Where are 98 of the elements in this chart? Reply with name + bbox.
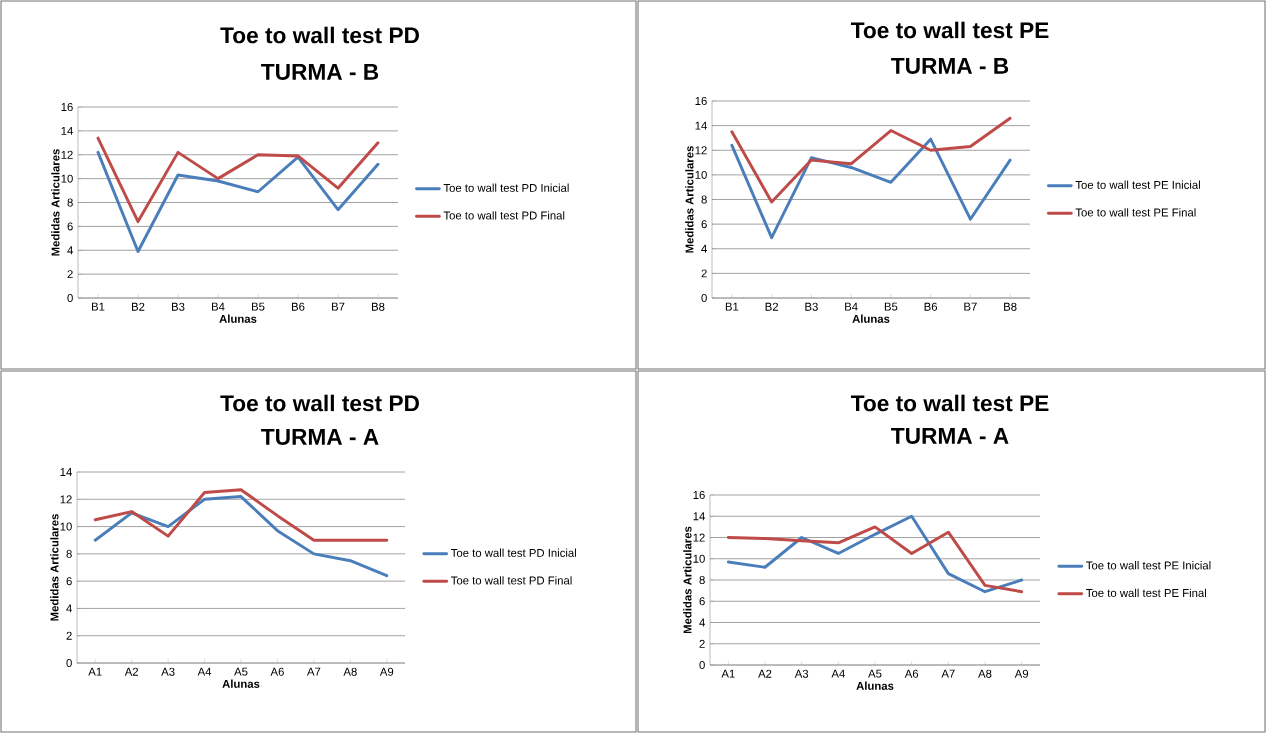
legend-label: Toe to wall test PE Final [1086, 588, 1206, 597]
x-tick-label: A6 [904, 669, 919, 678]
x-tick-label: B1 [725, 302, 739, 311]
y-tick-label: 6 [699, 597, 705, 606]
x-axis-title: Alunas [856, 681, 894, 690]
x-tick-label: B8 [1004, 302, 1017, 311]
y-tick-label: 2 [66, 631, 72, 640]
y-tick-label: 14 [60, 468, 72, 476]
line-series [93, 495, 389, 578]
x-axis-title: Alunas [852, 314, 890, 323]
x-tick-label: B3 [805, 302, 818, 311]
chart-title: Toe to wall test PE [850, 21, 1049, 39]
x-tick-label: A3 [794, 669, 809, 678]
y-tick-label: 12 [695, 146, 707, 155]
x-tick-label: B1 [92, 302, 105, 311]
legend-label: Toe to wall test PE Final [1075, 208, 1196, 217]
line-series [730, 137, 1012, 240]
y-tick-label: 4 [67, 246, 73, 255]
y-axis-title: Medidas Articulares [50, 514, 59, 621]
chart-title: Toe to wall test PD [220, 394, 419, 412]
x-tick-label: B3 [171, 302, 185, 311]
x-tick-label: A4 [831, 669, 845, 678]
x-tick-label: A5 [868, 669, 882, 678]
x-tick-label: B2 [131, 302, 145, 311]
y-tick-label: 14 [61, 126, 73, 135]
y-axis-title: Medidas Articulares [51, 149, 60, 256]
x-tick-label: B5 [251, 302, 265, 311]
x-tick-label: A3 [161, 667, 175, 676]
y-tick-label: 8 [701, 195, 707, 204]
y-tick-label: 2 [67, 270, 73, 279]
y-tick-label: 2 [701, 269, 707, 278]
legend-label: Toe to wall test PD Inicial [443, 183, 569, 192]
y-tick-label: 6 [701, 220, 707, 229]
legend-label: Toe to wall test PD Inicial [451, 548, 576, 557]
y-tick-label: 14 [693, 512, 705, 521]
line-series [96, 136, 380, 224]
x-tick-label: A2 [758, 669, 772, 678]
y-tick-label: 12 [693, 533, 705, 542]
y-tick-label: 16 [695, 97, 707, 106]
x-tick-label: A2 [124, 667, 139, 676]
x-tick-label: A7 [941, 669, 955, 678]
x-tick-label: B6 [291, 302, 305, 311]
y-tick-label: 0 [66, 659, 72, 668]
x-tick-label: B7 [964, 302, 977, 311]
chart-subtitle: TURMA - A [261, 429, 379, 445]
legend-label: Toe to wall test PE Inicial [1075, 180, 1200, 189]
y-tick-label: 10 [693, 554, 705, 563]
y-tick-label: 10 [61, 174, 73, 183]
y-tick-label: 14 [695, 121, 707, 130]
line-series [96, 150, 380, 253]
legend-label: Toe to wall test PD Final [443, 211, 565, 220]
x-tick-label: A1 [88, 667, 102, 676]
y-tick-label: 4 [701, 244, 707, 253]
y-tick-label: 0 [701, 294, 707, 303]
y-tick-label: 12 [60, 495, 72, 504]
x-axis-title: Alunas [222, 679, 260, 688]
x-tick-label: B2 [765, 302, 778, 311]
chart-subtitle: TURMA - B [261, 64, 379, 80]
x-tick-label: B8 [371, 302, 385, 311]
y-tick-label: 8 [67, 198, 73, 207]
x-tick-label: A5 [234, 667, 248, 676]
legend-label: Toe to wall test PD Final [451, 576, 572, 585]
x-tick-label: A8 [343, 667, 357, 676]
x-tick-label: A4 [197, 667, 212, 676]
y-tick-label: 16 [693, 491, 705, 500]
y-tick-label: 10 [695, 170, 707, 179]
y-tick-label: 6 [67, 222, 73, 231]
x-tick-label: B4 [845, 302, 858, 311]
y-tick-label: 6 [66, 577, 72, 586]
x-tick-label: A7 [306, 667, 321, 676]
x-tick-label: A6 [270, 667, 284, 676]
x-tick-label: B6 [924, 302, 938, 311]
x-tick-label: A1 [721, 669, 735, 678]
x-tick-label: A9 [379, 667, 394, 676]
y-tick-label: 16 [61, 103, 73, 112]
y-tick-label: 8 [699, 576, 705, 585]
chart-title: Toe to wall test PE [850, 394, 1049, 412]
y-tick-label: 12 [61, 150, 73, 159]
y-tick-label: 10 [60, 522, 72, 531]
x-tick-label: B5 [884, 302, 898, 311]
x-tick-label: A8 [978, 669, 992, 678]
chart-subtitle: TURMA - A [891, 428, 1009, 444]
y-axis-title: Medidas Articulares [685, 146, 694, 253]
chart-subtitle: TURMA - B [891, 58, 1009, 74]
chart-title: Toe to wall test PD [220, 26, 419, 44]
y-axis-title: Medidas Articulares [683, 526, 692, 634]
y-tick-label: 8 [66, 549, 72, 558]
y-tick-label: 4 [66, 604, 72, 613]
y-tick-label: 0 [699, 661, 705, 670]
line-series [730, 116, 1012, 204]
x-tick-label: A9 [1014, 669, 1029, 678]
legend-label: Toe to wall test PE Inicial [1086, 561, 1211, 570]
y-tick-label: 0 [67, 294, 73, 303]
x-axis-title: Alunas [219, 314, 257, 323]
y-tick-label: 2 [699, 639, 705, 648]
y-tick-label: 4 [699, 618, 705, 627]
x-tick-label: B7 [331, 302, 345, 311]
x-tick-label: B4 [211, 302, 225, 311]
